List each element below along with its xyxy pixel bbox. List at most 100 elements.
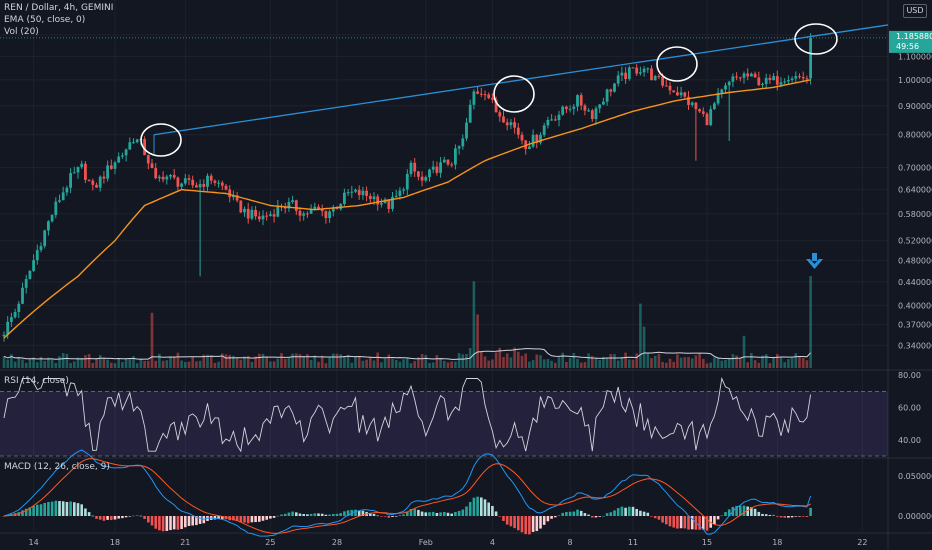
volume-bar <box>313 355 317 368</box>
macd-bar <box>195 516 198 526</box>
volume-bar <box>54 363 58 368</box>
volume-bar <box>239 359 243 368</box>
currency-button[interactable]: USD <box>903 4 927 18</box>
candle-body <box>87 179 91 181</box>
macd-legend[interactable]: MACD (12, 26, close, 9) <box>4 462 110 472</box>
macd-bar <box>61 501 65 516</box>
candle-body <box>694 102 698 110</box>
macd-bar <box>428 512 431 516</box>
macd-bar <box>2 516 6 517</box>
candle-body <box>235 195 239 201</box>
volume-bar <box>635 353 638 368</box>
volume-bar <box>713 357 716 368</box>
candle-body <box>542 125 546 135</box>
macd-bar <box>750 507 753 516</box>
volume-bar <box>65 353 69 368</box>
volume-bar <box>135 363 139 368</box>
last-price-tag <box>889 30 932 53</box>
candle-body <box>261 215 265 220</box>
symbol-title[interactable]: REN / Dollar, 4h, GEMINI <box>4 3 114 13</box>
volume-bar <box>369 357 372 368</box>
volume-bar <box>572 352 576 368</box>
volume-bar <box>583 362 587 368</box>
macd-bar <box>746 506 749 516</box>
volume-bar <box>398 361 402 368</box>
volume-bar <box>6 359 9 368</box>
candle-body <box>491 98 494 100</box>
candle-body <box>520 134 524 141</box>
candle-body <box>109 165 113 169</box>
candle-body <box>302 213 306 216</box>
macd-bar <box>369 513 372 516</box>
macd-bar <box>472 497 476 516</box>
volume-bar <box>165 360 169 368</box>
candle-body <box>368 195 372 200</box>
rsi-tick-label: 60.00 <box>898 404 921 413</box>
macd-bar <box>376 515 379 517</box>
macd-bar <box>616 508 620 516</box>
candle-body <box>431 166 435 170</box>
macd-bar <box>724 512 727 516</box>
rsi-legend[interactable]: RSI (14, close) <box>4 376 69 386</box>
candle-body <box>565 106 568 109</box>
volume-bar <box>180 360 183 368</box>
candle-body <box>391 196 394 209</box>
volume-bar <box>687 357 690 368</box>
volume-bar <box>557 357 561 368</box>
macd-bar <box>576 509 579 516</box>
volume-bar <box>143 360 146 368</box>
macd-bar <box>65 501 69 516</box>
volume-bar <box>50 359 54 368</box>
volume-bar <box>306 354 309 368</box>
macd-bar <box>117 516 120 519</box>
volume-bar <box>158 353 161 368</box>
candle-body <box>794 76 798 79</box>
macd-bar <box>21 510 24 516</box>
macd-bar <box>794 516 798 517</box>
macd-bar <box>417 509 420 516</box>
macd-bar <box>28 507 32 516</box>
candle-body <box>158 176 161 179</box>
highlight-circle <box>656 46 698 82</box>
candle-body <box>283 207 287 209</box>
candle-body <box>61 192 65 201</box>
candle-body <box>598 104 602 109</box>
volume-bar <box>343 356 346 368</box>
candle-body <box>753 73 757 78</box>
candle-body <box>217 182 220 184</box>
macd-bar <box>324 514 328 516</box>
volume-bar <box>731 354 735 368</box>
candle-body <box>91 180 95 185</box>
macd-bar <box>420 511 424 516</box>
candle-body <box>365 190 368 196</box>
candle-body <box>764 77 768 84</box>
ema-legend[interactable]: EMA (50, close, 0) <box>4 15 86 25</box>
candle-body <box>724 85 727 90</box>
volume-bar <box>483 356 487 368</box>
volume-bar <box>520 355 524 368</box>
volume-bar <box>213 362 217 368</box>
macd-bar <box>47 502 50 516</box>
volume-bar <box>269 361 272 368</box>
volume-bar <box>801 357 805 368</box>
candle-body <box>106 165 109 179</box>
candle-body <box>309 209 313 214</box>
candle-body <box>450 164 454 166</box>
volume-bar <box>598 360 601 368</box>
candle-body <box>757 77 761 86</box>
volume-bar <box>602 356 605 368</box>
price-tick-label: 0.900000 <box>898 102 932 111</box>
candle-body <box>605 89 609 102</box>
candle-body <box>472 91 476 105</box>
volume-bar <box>531 360 535 368</box>
candle-body <box>787 80 790 82</box>
volume-bar <box>524 353 527 368</box>
volume-bar <box>150 312 154 368</box>
signal-line <box>3 458 811 534</box>
volume-legend[interactable]: Vol (20) <box>4 27 39 37</box>
macd-bar <box>272 516 276 518</box>
macd-bar <box>505 516 509 525</box>
candle-body <box>557 114 561 121</box>
macd-bar <box>790 516 794 518</box>
